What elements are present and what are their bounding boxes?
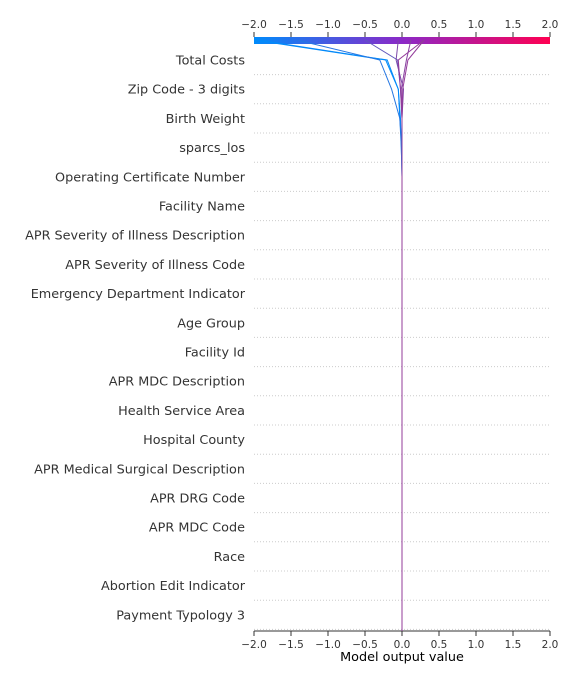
feature-label: Birth Weight	[166, 112, 245, 127]
bottom-tick-label: 2.0	[542, 639, 559, 651]
top-tick-label: 0.0	[394, 19, 411, 31]
feature-label: Emergency Department Indicator	[31, 287, 246, 302]
top-tick-label: 1.0	[468, 19, 485, 31]
bottom-tick-label: 1.0	[468, 639, 485, 651]
top-tick-label: 2.0	[542, 19, 559, 31]
feature-label: APR DRG Code	[150, 492, 245, 507]
top-tick-label: 0.5	[431, 19, 448, 31]
feature-label: Zip Code - 3 digits	[128, 83, 246, 98]
bottom-tick-label: −1.0	[315, 639, 341, 651]
bottom-tick-label: −0.5	[352, 639, 378, 651]
bottom-tick-label: 1.5	[505, 639, 522, 651]
top-tick-label: 1.5	[505, 19, 522, 31]
feature-label: Abortion Edit Indicator	[101, 579, 246, 594]
bottom-tick-label: −1.5	[278, 639, 304, 651]
top-tick-label: −1.0	[315, 19, 341, 31]
feature-label: APR Severity of Illness Description	[25, 229, 245, 244]
decision-line	[397, 39, 425, 631]
bottom-axis: −2.0 −1.5 −1.0 −0.5 0.0 0.5 1.0 1.5 2.0	[241, 631, 558, 651]
bottom-tick-label: 0.5	[431, 639, 448, 651]
decision-line	[253, 39, 403, 631]
top-tick-label: −2.0	[241, 19, 267, 31]
top-axis: −2.0 −1.5 −1.0 −0.5 0.0 0.5 1.0 1.5 2.0	[241, 19, 558, 37]
feature-label: sparcs_los	[179, 141, 245, 156]
colorbar	[254, 37, 550, 44]
decision-line	[296, 39, 403, 631]
feature-label: APR Medical Surgical Description	[34, 462, 245, 477]
feature-label: Facility Name	[159, 200, 245, 215]
decision-line	[400, 39, 412, 631]
top-tick-label: −1.5	[278, 19, 304, 31]
feature-label: Payment Typology 3	[116, 608, 245, 623]
feature-label: Health Service Area	[118, 404, 245, 419]
feature-label: Hospital County	[143, 433, 245, 448]
x-axis-title: Model output value	[340, 650, 464, 665]
feature-label: Operating Certificate Number	[55, 170, 246, 185]
bottom-tick-label: 0.0	[394, 639, 411, 651]
feature-label: APR MDC Description	[109, 375, 245, 390]
decision-line	[401, 39, 425, 631]
decision-lines	[253, 39, 425, 631]
top-tick-label: −0.5	[352, 19, 378, 31]
bottom-tick-label: −2.0	[241, 639, 267, 651]
feature-label: Race	[214, 550, 245, 565]
decision-line	[257, 39, 403, 631]
feature-label: APR Severity of Illness Code	[65, 258, 245, 273]
feature-label: Age Group	[177, 316, 245, 331]
feature-label: Facility Id	[185, 346, 245, 361]
decision-line	[364, 39, 403, 631]
feature-label: Total Costs	[175, 54, 245, 69]
feature-label: APR MDC Code	[149, 521, 245, 536]
feature-labels: Total Costs Zip Code - 3 digits Birth Weig…	[25, 54, 246, 624]
